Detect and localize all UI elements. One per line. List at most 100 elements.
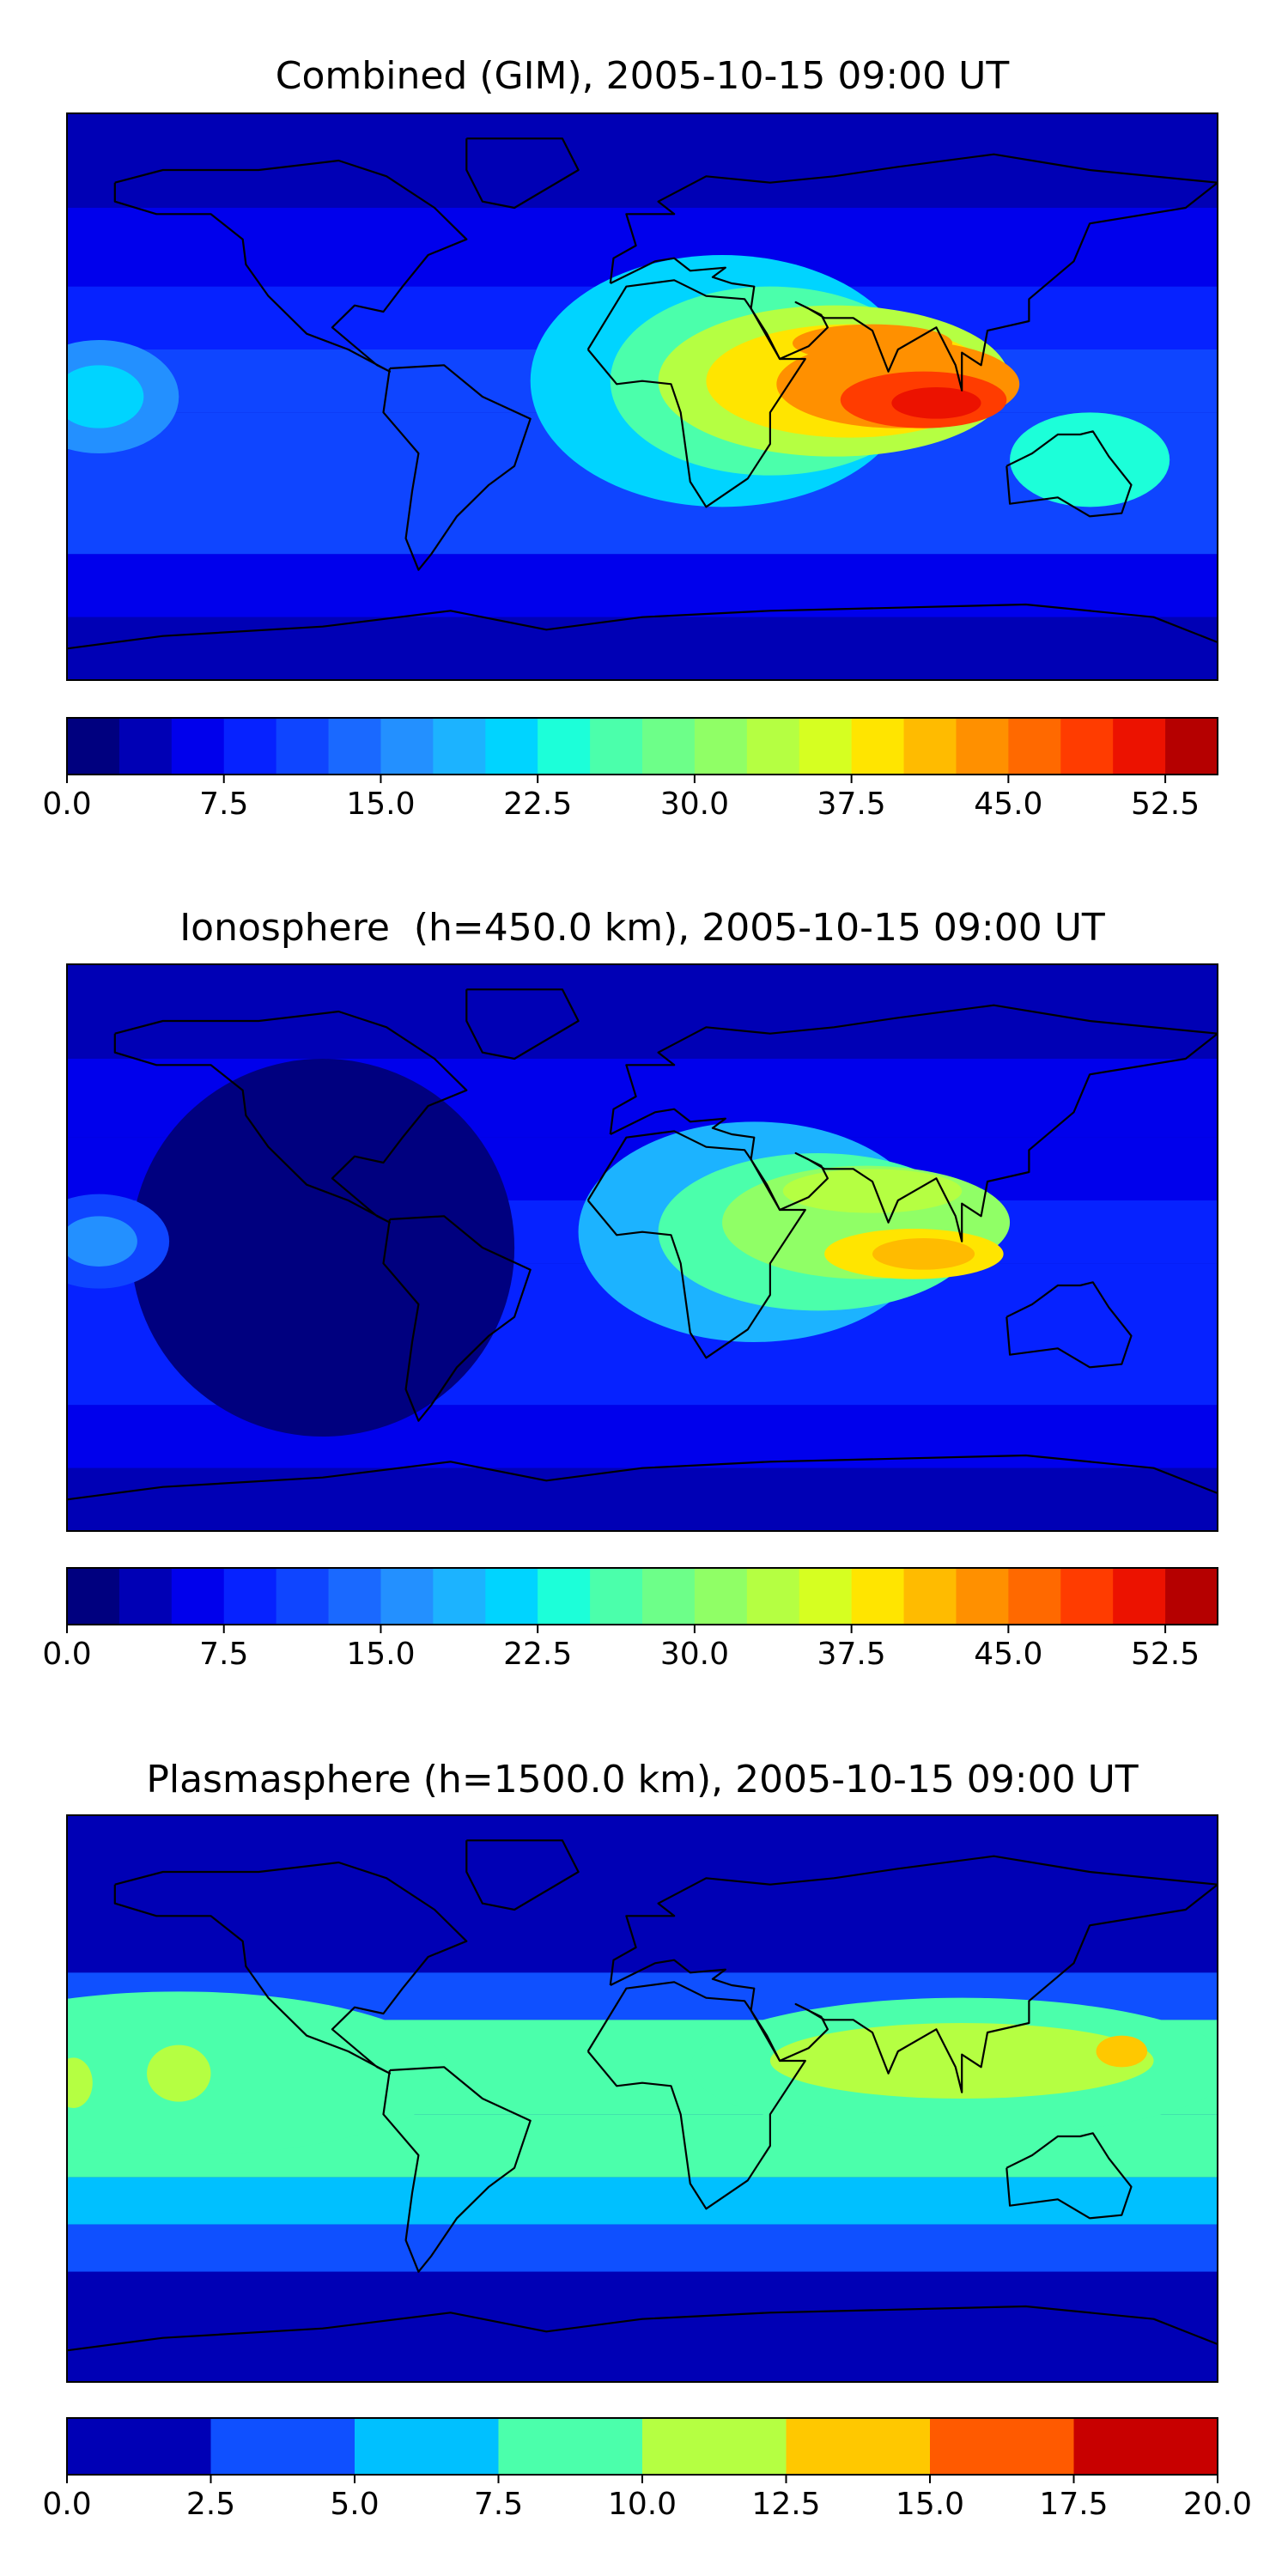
contour-region	[792, 324, 953, 362]
colorbar-segment	[1060, 718, 1114, 775]
colorbar-segment	[903, 718, 957, 775]
colorbar-segment	[1165, 1568, 1218, 1625]
colorbar-segment	[1113, 1568, 1166, 1625]
colorbar-tick-label: 37.5	[817, 787, 886, 822]
colorbar-segment	[694, 1568, 748, 1625]
contour-band	[67, 2271, 1218, 2382]
colorbar-segment	[590, 718, 643, 775]
contour-region	[782, 1169, 963, 1213]
contour-region	[147, 2044, 211, 2102]
colorbar-segment	[171, 718, 225, 775]
colorbar-segment	[485, 1568, 538, 1625]
colorbar-tick-label: 5.0	[330, 2487, 379, 2522]
colorbar-segment	[485, 718, 538, 775]
colorbar-segment	[67, 2418, 211, 2475]
contour-region	[891, 387, 981, 419]
coastline-north-america	[113, 1010, 468, 1224]
colorbar-segment	[956, 718, 1009, 775]
colorbar-segment	[328, 718, 381, 775]
colorbar-segment	[223, 718, 277, 775]
panel-ionosphere: Ionosphere (h=450.0 km), 2005-10-15 09:0…	[42, 906, 1218, 1672]
coastline-greenland	[465, 1839, 580, 1911]
colorbar-segment	[903, 1568, 957, 1625]
colorbar-segment	[498, 2418, 643, 2475]
map-frame	[66, 963, 1218, 1532]
colorbar-segment	[642, 718, 696, 775]
colorbar-segment	[380, 1568, 434, 1625]
chart-title: Ionosphere (h=450.0 km), 2005-10-15 09:0…	[179, 906, 1105, 950]
chart-title: Combined (GIM), 2005-10-15 09:00 UT	[276, 54, 1010, 98]
colorbar-tick-label: 22.5	[503, 1637, 572, 1672]
colorbar-segment	[276, 1568, 330, 1625]
contour-region	[1010, 412, 1170, 507]
colorbar-segment	[538, 718, 591, 775]
colorbar-segment	[642, 2418, 787, 2475]
colorbar-tick-label: 0.0	[42, 787, 91, 822]
contour-map	[67, 1815, 1218, 2382]
colorbar-tick-label: 45.0	[974, 787, 1042, 822]
coastline-antarctica	[67, 603, 1218, 650]
colorbar-segment	[786, 2418, 931, 2475]
contour-region	[872, 1238, 975, 1270]
coastline-australia	[1005, 2132, 1133, 2220]
contour-band	[67, 2224, 1218, 2272]
coastline-antarctica	[67, 1454, 1218, 1501]
colorbar-segment	[930, 2418, 1074, 2475]
colorbar-segment	[1073, 2418, 1218, 2475]
colorbar-tick-label: 0.0	[42, 1637, 91, 1672]
colorbar-tick-label: 15.0	[346, 1637, 415, 1672]
colorbar-segment	[67, 1568, 120, 1625]
colorbar-tick-label: 37.5	[817, 1637, 886, 1672]
colorbar-segment	[380, 718, 434, 775]
contour-region	[67, 365, 144, 428]
coastline-north-america	[113, 159, 468, 373]
coastline-africa	[586, 279, 806, 508]
coastline-greenland	[465, 988, 580, 1060]
contour-region	[131, 1059, 515, 1437]
contour-region	[1096, 2035, 1148, 2068]
colorbar-segment	[851, 1568, 905, 1625]
panel-plasmasphere: Plasmasphere (h=1500.0 km), 2005-10-15 0…	[42, 1758, 1252, 2522]
chart-title: Plasmasphere (h=1500.0 km), 2005-10-15 0…	[146, 1758, 1138, 1801]
colorbar-tick-label: 15.0	[346, 787, 415, 822]
map-frame	[66, 1814, 1218, 2383]
colorbar-segment	[694, 718, 748, 775]
coastline-australia	[1005, 430, 1133, 518]
colorbar-tick-label: 20.0	[1183, 2487, 1252, 2522]
colorbar-segment	[1008, 718, 1061, 775]
colorbar-segment	[118, 1568, 173, 1625]
colorbar: 0.0 2.5 5.0 7.5 10.0 12.5 15.0 17.5 20.0	[42, 2417, 1252, 2522]
colorbar-segment	[746, 1568, 800, 1625]
coastline-north-america	[113, 1861, 468, 2075]
coastline-greenland	[465, 137, 580, 210]
coastline-south-america	[382, 1215, 532, 1422]
coastline-eurasia	[609, 153, 1218, 392]
colorbar-segment	[642, 1568, 696, 1625]
contour-band	[67, 1815, 1218, 1910]
colorbar-tick-label: 30.0	[660, 1637, 729, 1672]
colorbar-segment	[328, 1568, 381, 1625]
colorbar-tick-label: 0.0	[42, 2487, 91, 2522]
colorbar-segment	[355, 2418, 499, 2475]
contour-band	[67, 2177, 1218, 2225]
contour-region	[67, 1216, 137, 1267]
contour-band	[67, 554, 1218, 617]
coastline-south-america	[382, 364, 532, 571]
colorbar-tick-label: 12.5	[751, 2487, 820, 2522]
colorbar-segment	[538, 1568, 591, 1625]
contour-band	[67, 491, 1218, 555]
colorbar-tick-label: 52.5	[1131, 787, 1200, 822]
coastline-australia	[1005, 1281, 1133, 1369]
colorbar-segment	[67, 718, 120, 775]
colorbar-segment	[1165, 718, 1218, 775]
contour-band	[67, 1467, 1218, 1531]
colorbar-segment	[851, 718, 905, 775]
colorbar-segment	[433, 718, 486, 775]
colorbar-frame	[66, 717, 1218, 775]
contour-band	[67, 964, 1218, 1059]
colorbar-tick-label: 45.0	[974, 1637, 1042, 1672]
colorbar-segment	[1060, 1568, 1114, 1625]
contour-map	[67, 964, 1218, 1531]
colorbar-segment	[433, 1568, 486, 1625]
